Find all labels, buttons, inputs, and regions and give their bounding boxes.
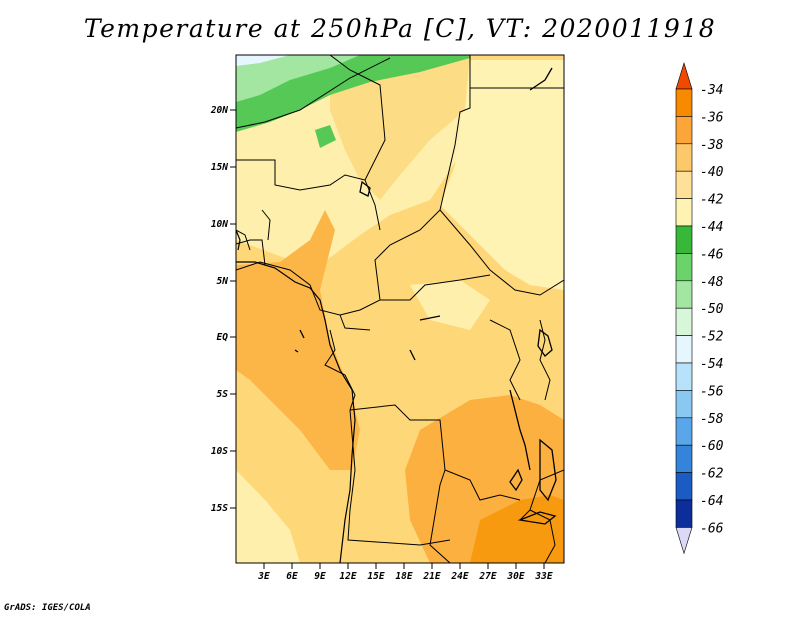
longitude-axis: 3E 6E 9E 12E 15E 18E 21E 24E 27E 30E 33E — [257, 563, 553, 582]
field-band--54 — [236, 55, 290, 66]
colorbar-label: -62 — [700, 467, 724, 482]
latitude-axis: 20N 15N 10N 5N EQ 5S 10S 15S — [210, 105, 236, 514]
lon-label-21e: 21E — [422, 571, 440, 582]
colorbar-label: -34 — [700, 83, 723, 98]
colorbar-label: -40 — [700, 165, 724, 180]
lat-label-15n: 15N — [211, 162, 228, 173]
lat-label-10n: 10N — [211, 219, 228, 230]
colorbar-label: -46 — [700, 247, 724, 262]
colorbar-segment — [675, 417, 693, 446]
colorbar-label: -56 — [700, 384, 724, 399]
lon-label-24e: 24E — [450, 571, 468, 582]
lon-label-15e: 15E — [367, 571, 384, 582]
colorbar-bottom-arrow — [675, 527, 693, 555]
colorbar-segment — [675, 88, 693, 117]
lat-label-20n: 20N — [210, 105, 228, 116]
colorbar-label: -58 — [700, 412, 724, 427]
colorbar-segment — [675, 280, 693, 309]
colorbar-segment — [675, 253, 693, 282]
colorbar-segment — [675, 499, 693, 528]
colorbar-label: -38 — [700, 138, 724, 153]
colorbar: -34 -36 -38 -40 -42 -44 -46 -48 -50 -52 -54 -56 -58 -… — [675, 61, 724, 555]
lon-label-27e: 27E — [478, 571, 496, 582]
coastline — [236, 229, 356, 563]
lon-label-9e: 9E — [314, 571, 326, 582]
lon-label-12e: 12E — [339, 571, 356, 582]
colorbar-segment — [675, 390, 693, 419]
map-frame — [235, 54, 565, 564]
colorbar-label: -52 — [700, 330, 724, 345]
colorbar-label: -50 — [700, 302, 724, 317]
colorbar-segment — [675, 225, 693, 254]
colorbar-label: -60 — [700, 439, 724, 454]
colorbar-segment — [675, 116, 693, 145]
colorbar-label: -54 — [700, 357, 723, 372]
temperature-field — [236, 55, 564, 563]
field-band--50 — [236, 55, 360, 102]
colorbar-segment — [675, 335, 693, 364]
lon-label-3e: 3E — [257, 571, 270, 582]
lon-label-30e: 30E — [506, 571, 524, 582]
colorbar-segment — [675, 472, 693, 501]
colorbar-label: -42 — [700, 193, 724, 208]
lat-label-10s: 10S — [211, 446, 228, 457]
colorbar-label: -36 — [700, 110, 724, 125]
field-band--42-south — [236, 470, 300, 563]
colorbar-label: -48 — [700, 275, 724, 290]
colorbar-top-arrow — [675, 61, 693, 90]
lat-label-5s: 5S — [217, 389, 229, 400]
lakes — [294, 67, 557, 525]
colorbar-label: -66 — [700, 521, 724, 536]
map-title: Temperature at 250hPa [C], VT: 202001191… — [83, 14, 717, 43]
lat-label-eq: EQ — [217, 332, 229, 343]
colorbar-label: -44 — [700, 220, 723, 235]
colorbar-segment — [675, 170, 693, 199]
field-band--40-north — [330, 55, 470, 200]
field-band--42-east — [440, 60, 564, 290]
lon-label-18e: 18E — [395, 571, 412, 582]
lat-label-15s: 15S — [211, 503, 228, 514]
field-green-patch — [315, 125, 336, 148]
colorbar-segment — [675, 198, 693, 227]
colorbar-segment — [675, 362, 693, 391]
colorbar-segment — [675, 444, 693, 473]
lat-label-5n: 5N — [217, 276, 229, 287]
lon-label-33e: 33E — [534, 571, 552, 582]
lon-label-6e: 6E — [286, 571, 298, 582]
field-band--38-west — [236, 210, 360, 470]
colorbar-segment — [675, 143, 693, 172]
colorbar-label: -64 — [700, 494, 723, 509]
colorbar-segment — [675, 307, 693, 336]
country-borders — [236, 55, 564, 563]
grads-credit: GrADS: IGES/COLA — [4, 603, 91, 613]
